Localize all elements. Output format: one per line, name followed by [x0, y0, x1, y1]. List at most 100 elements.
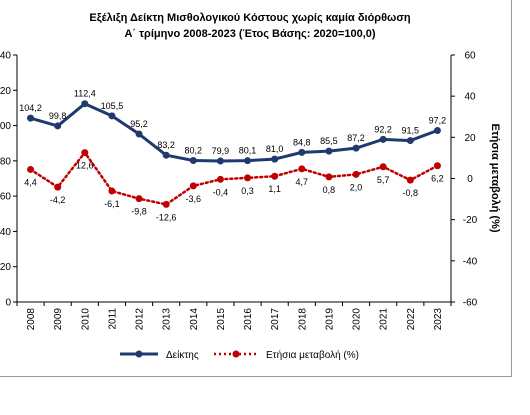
series-change-data-label: -4,2	[50, 195, 66, 205]
left-tick-label: 0	[5, 298, 11, 309]
x-tick-label: 2016	[243, 308, 254, 331]
left-tick-label: 40	[0, 227, 11, 238]
series-change-data-label: -0,4	[213, 187, 229, 197]
series-index-data-label: 85,5	[320, 136, 338, 146]
series-change-point	[271, 172, 279, 180]
series-change-data-label: 4,7	[296, 177, 309, 187]
series-index-line	[30, 102, 438, 163]
series-change-point	[54, 183, 62, 191]
right-axis-title: Ετήσια μεταβολή (%)	[489, 123, 501, 232]
left-tick-label: 20	[0, 262, 11, 273]
x-tick-label: 2018	[297, 308, 308, 331]
series-index-data-label: 104,2	[19, 103, 42, 113]
x-tick-label: 2020	[352, 308, 363, 331]
series-change-data-label: 5,7	[377, 175, 390, 185]
series-change-data-label: -12,6	[156, 212, 177, 222]
series-index-point	[244, 157, 252, 165]
series-change-data-label: -0,8	[403, 188, 419, 198]
right-tick-label: 40	[464, 92, 476, 103]
series-index-data-label: 80,1	[239, 146, 257, 156]
x-axis-ticks: 2008 2009 2010 2011 2012 2013 2014 2015 2016 2017…	[16, 302, 452, 331]
legend-label-change: Ετήσια μεταβολή (%)	[266, 349, 359, 361]
x-tick-label: 2023	[433, 308, 444, 331]
series-change-point	[352, 170, 360, 178]
left-tick-label: 100	[0, 121, 11, 132]
x-tick-label: 2012	[135, 308, 146, 331]
x-tick-label: 2015	[216, 308, 227, 331]
series-change-point	[406, 176, 414, 184]
x-tick-label: 2013	[162, 308, 173, 331]
legend-label-index: Δείκτης	[166, 349, 199, 361]
series-index: 104,2 99,8 112,4 105,5 95,2 83,2 80,2 79,9 80,1 8…	[19, 89, 446, 165]
left-tick-label: 80	[0, 156, 11, 167]
series-index-point	[135, 130, 143, 138]
series-index-data-label: 87,2	[347, 133, 365, 143]
series-index-data-label: 91,5	[402, 126, 420, 136]
series-index-point	[406, 137, 414, 145]
series-change-point	[325, 173, 333, 181]
x-tick-label: 2017	[270, 308, 281, 331]
series-index-point	[352, 144, 360, 152]
series-change-point	[189, 182, 197, 190]
series-change-data-label: 4,4	[24, 177, 37, 187]
series-index-point	[162, 151, 170, 159]
right-tick-label: 0	[467, 174, 473, 185]
left-tick-label: 120	[0, 86, 11, 97]
series-change-point	[162, 200, 170, 208]
series-index-data-label: 112,4	[74, 89, 96, 99]
series-index-point	[81, 100, 89, 108]
legend-marker-index	[135, 350, 143, 358]
series-change-point	[108, 187, 116, 195]
series-change-point	[379, 163, 387, 171]
series-index-point	[27, 114, 35, 122]
right-tick-label: 20	[464, 133, 476, 144]
series-index-point	[433, 127, 441, 135]
series-index-data-label: 105,5	[101, 101, 124, 111]
frame-right-border	[511, 0, 512, 377]
x-tick-label: 2021	[379, 308, 390, 331]
right-tick-label: 60	[464, 51, 476, 62]
series-change-data-label: 2,0	[350, 182, 363, 192]
series-index-data-label: 80,2	[185, 146, 203, 156]
series-change-point	[27, 165, 35, 173]
series-index-data-label: 79,9	[212, 146, 230, 156]
x-tick-label: 2014	[189, 308, 200, 331]
chart-title-line1: Εξέλιξη Δείκτη Μισθολογικού Κόστους χωρί…	[89, 12, 410, 24]
series-change-data-label: -3,6	[186, 194, 202, 204]
legend-marker-change	[232, 350, 240, 358]
x-tick-label: 2022	[406, 308, 417, 331]
series-change-point	[81, 149, 89, 157]
series-change-data-label: 1,1	[268, 184, 281, 194]
series-index-point	[108, 112, 116, 120]
series-change-point	[216, 175, 224, 183]
x-tick-label: 2008	[26, 308, 37, 331]
series-index-data-label: 99,8	[49, 111, 67, 121]
series-change-point	[433, 162, 441, 170]
series-change-data-label: 0,3	[241, 186, 254, 196]
series-change-data-label: -9,8	[131, 207, 147, 217]
series-change-data-label: 0,8	[323, 185, 336, 195]
chart-title-line2: Α΄ τρίμηνο 2008-2023 (Έτος Βάσης: 2020=1…	[124, 28, 375, 40]
left-tick-label: 60	[0, 192, 11, 203]
series-index-data-label: 92,2	[374, 124, 392, 134]
left-tick-label: 140	[0, 51, 11, 62]
series-index-point	[325, 147, 333, 155]
series-index-data-label: 81,0	[266, 144, 284, 154]
right-axis-ticks: -60 -40 -20 0 20 40 60	[451, 51, 478, 309]
legend: Δείκτης Ετήσια μεταβολή (%)	[120, 349, 359, 361]
right-tick-label: -40	[463, 256, 478, 267]
series-index-point	[216, 157, 224, 165]
series-change-data-label: -6,1	[104, 199, 120, 209]
series-index-data-label: 97,2	[429, 116, 447, 126]
series-index-point	[54, 122, 62, 130]
x-tick-label: 2011	[107, 308, 118, 330]
x-tick-label: 2009	[53, 308, 64, 331]
series-index-point	[298, 148, 306, 156]
series-index-point	[271, 155, 279, 163]
series-change-point	[135, 195, 143, 203]
series-index-point	[189, 157, 197, 165]
frame-bottom-border	[0, 376, 512, 377]
series-index-data-label: 95,2	[130, 119, 148, 129]
series-index-data-label: 83,2	[157, 140, 175, 150]
